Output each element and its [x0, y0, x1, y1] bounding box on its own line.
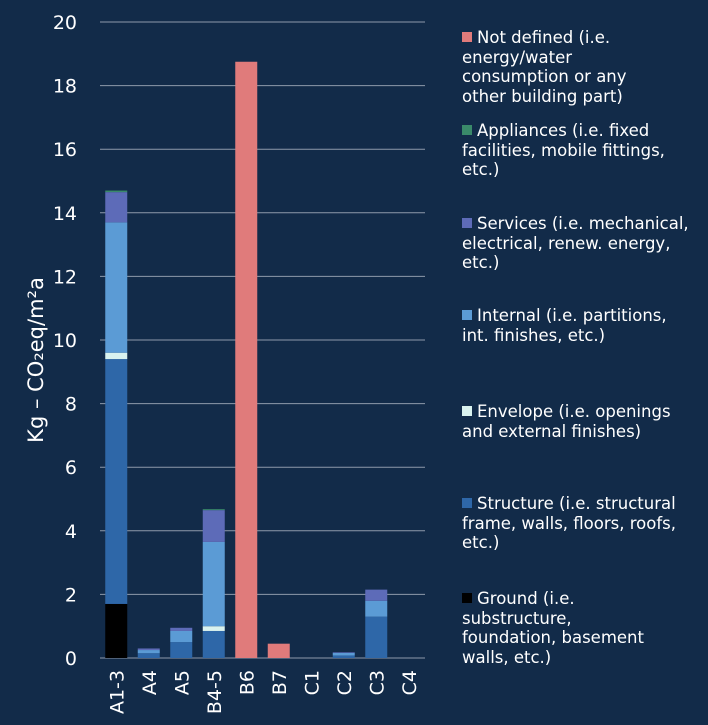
legend-label: Not defined (i.e. energy/water consumpti… — [462, 28, 627, 106]
legend-swatch — [462, 32, 472, 42]
bar-segment-C3-3 — [365, 600, 388, 617]
x-tick-label: C3 — [366, 670, 388, 695]
x-tick-label: B4-5 — [204, 670, 226, 714]
legend-label: Structure (i.e. structural frame, walls,… — [462, 494, 676, 552]
bar-segment-B4-5-2 — [202, 626, 225, 631]
y-tick-label: 6 — [65, 457, 77, 479]
legend-label: Internal (i.e. partitions, int. finishes… — [462, 306, 667, 345]
y-tick-label: 2 — [65, 584, 77, 606]
x-tick-label: A5 — [171, 670, 193, 695]
bar-segment-A4-3 — [137, 650, 160, 654]
legend-item: Appliances (i.e. fixed facilities, mobil… — [462, 121, 665, 180]
legend-item: Internal (i.e. partitions, int. finishes… — [462, 306, 667, 345]
legend-item: Ground (i.e. substructure, foundation, b… — [462, 589, 644, 667]
y-tick-label: 4 — [65, 521, 77, 543]
x-axis-tick-labels: A1-3 A4 A5 B4-5 B6 B7 C1 C2 C3 C4 — [106, 670, 421, 714]
bar-segment-B4-5-4 — [202, 510, 225, 542]
y-tick-label: 20 — [53, 12, 77, 34]
bar-segment-A5-4 — [170, 627, 193, 631]
x-tick-label: A4 — [139, 670, 161, 695]
y-tick-label: 12 — [53, 266, 77, 288]
legend-label: Envelope (i.e. openings and external fin… — [462, 402, 671, 441]
bar-segment-C2-3 — [332, 652, 355, 656]
y-tick-label: 16 — [53, 139, 77, 161]
bar-segment-A1-3-4 — [105, 192, 128, 223]
bar-segment-A1-3-3 — [105, 222, 128, 353]
legend-label: Services (i.e. mechanical, electrical, r… — [462, 214, 689, 272]
legend-label: Appliances (i.e. fixed facilities, mobil… — [462, 121, 665, 179]
x-tick-label: B6 — [236, 670, 258, 695]
x-tick-label: C1 — [301, 670, 323, 695]
legend-swatch — [462, 310, 472, 320]
gridlines — [100, 21, 425, 659]
y-tick-label: 18 — [53, 76, 77, 98]
y-tick-label: 14 — [53, 203, 77, 225]
x-tick-label: B7 — [269, 670, 291, 695]
bar-segment-B6-6 — [235, 61, 258, 658]
legend-item: Structure (i.e. structural frame, walls,… — [462, 494, 676, 553]
legend-item: Not defined (i.e. energy/water consumpti… — [462, 28, 627, 106]
bar-segment-A1-3-2 — [105, 352, 128, 360]
y-axis-label: Kg – CO₂eq/m²a — [24, 277, 48, 443]
bar-segment-A5-3 — [170, 630, 193, 643]
bar-segment-B4-5-1 — [202, 630, 225, 658]
x-tick-label: C4 — [399, 670, 421, 695]
bar-segment-C2-4 — [332, 652, 355, 653]
bar-segment-C2-1 — [332, 655, 355, 658]
bar-segment-C3-4 — [365, 589, 388, 601]
legend-swatch — [462, 498, 472, 508]
bars — [105, 61, 388, 658]
y-tick-label: 0 — [65, 648, 77, 670]
legend-swatch — [462, 125, 472, 135]
legend-item: Envelope (i.e. openings and external fin… — [462, 402, 671, 441]
bar-segment-A4-1 — [137, 653, 160, 658]
y-tick-label: 10 — [53, 330, 77, 352]
legend-swatch — [462, 406, 472, 416]
legend-swatch — [462, 218, 472, 228]
bar-segment-B4-5-5 — [202, 509, 225, 511]
bar-segment-B4-5-3 — [202, 541, 225, 627]
legend-swatch — [462, 593, 472, 603]
bar-segment-A5-1 — [170, 642, 193, 658]
legend-label: Ground (i.e. substructure, foundation, b… — [462, 589, 644, 667]
legend-item: Services (i.e. mechanical, electrical, r… — [462, 214, 689, 273]
x-tick-label: C2 — [334, 670, 356, 695]
bar-segment-C3-1 — [365, 616, 388, 658]
y-tick-label: 8 — [65, 394, 77, 416]
x-tick-label: A1-3 — [106, 670, 128, 714]
bar-segment-A1-3-0 — [105, 603, 128, 658]
bar-segment-A1-3-1 — [105, 359, 128, 604]
bar-segment-A4-4 — [137, 648, 160, 651]
bar-segment-A1-3-5 — [105, 190, 128, 193]
bar-segment-B7-6 — [267, 643, 290, 658]
y-axis-tick-labels: 0 2 4 6 8 10 12 14 16 18 20 — [53, 12, 77, 670]
